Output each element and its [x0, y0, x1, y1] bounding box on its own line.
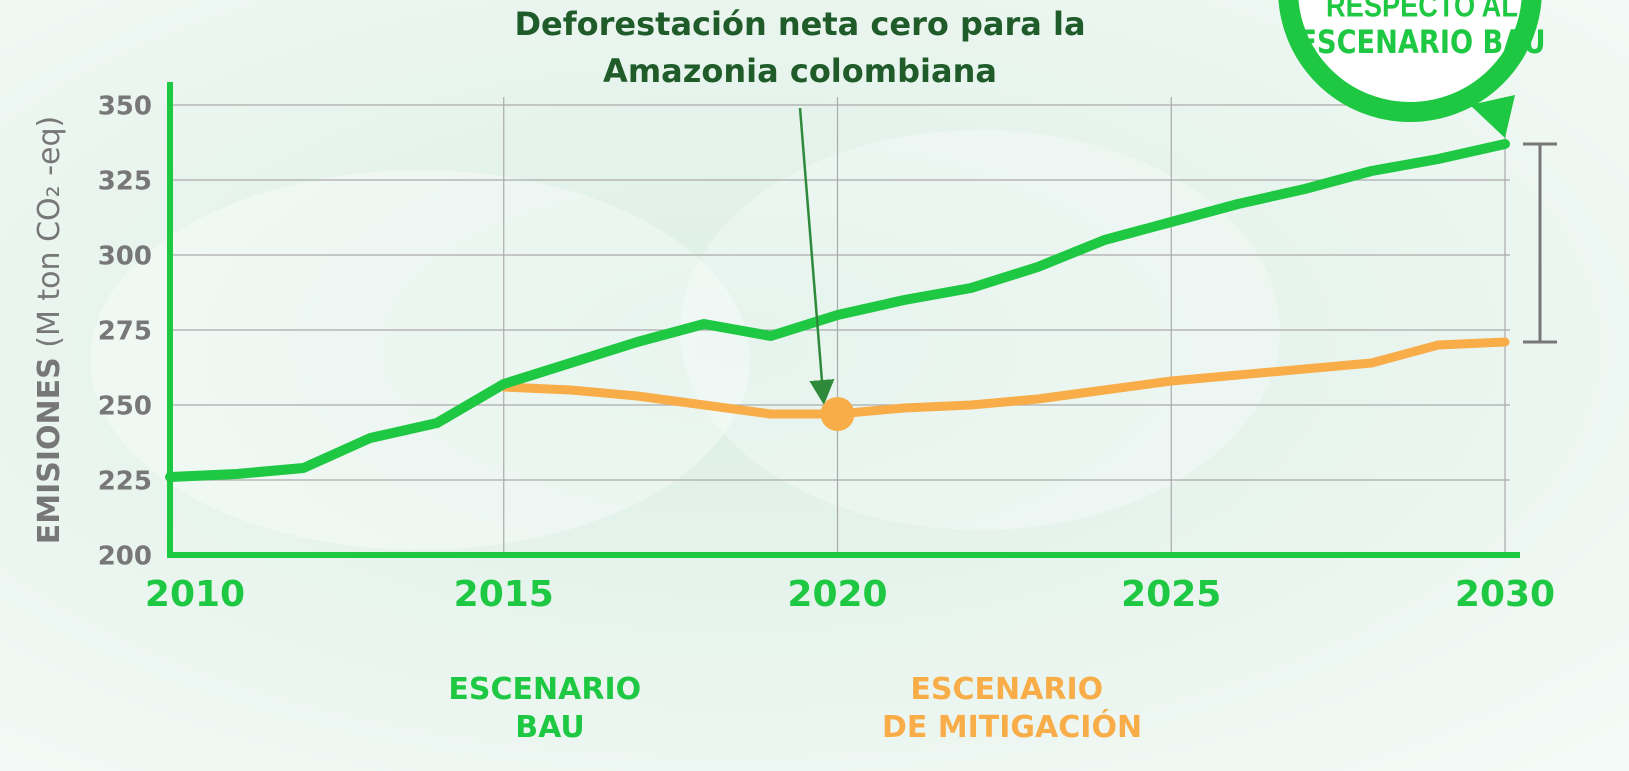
legend-line: ESCENARIO [448, 672, 651, 707]
x-tick-label: 2030 [1455, 574, 1555, 615]
annotation-text: Amazonia colombiana [603, 52, 997, 90]
badge [1278, 0, 1542, 122]
legend-line: DE MITIGACIÓN [882, 708, 1142, 745]
y-tick-label: 275 [98, 317, 152, 347]
legend-line: BAU [515, 710, 585, 745]
badge-tail [1470, 95, 1515, 138]
y-label-unit: (M ton CO₂ -eq) [32, 116, 67, 348]
x-tick-label: 2010 [145, 574, 245, 615]
badge-text: ESCENARIO BAU [1298, 24, 1545, 62]
y-label-bold: EMISIONES [32, 357, 67, 544]
x-tick-label: 2020 [787, 574, 887, 615]
gap-bracket [1523, 142, 1557, 344]
legend-label: ESCENARIO BAU [448, 672, 651, 745]
y-label-space [32, 348, 67, 358]
x-tick-label: 2025 [1121, 574, 1221, 615]
y-tick-label: 250 [98, 392, 152, 422]
y-tick-label: 325 [98, 167, 152, 197]
annotation-point [820, 397, 855, 431]
annotation-arrow [798, 107, 835, 405]
series-line [499, 337, 1510, 419]
series-line [165, 139, 1510, 482]
background-shape [90, 170, 750, 550]
y-tick-label: 200 [98, 542, 152, 572]
legend-line: ESCENARIO [910, 672, 1113, 707]
y-tick-label: 350 [98, 92, 152, 122]
annotation-text: Deforestación neta cero para la [514, 5, 1085, 43]
y-tick-label: 300 [98, 242, 152, 272]
legend-label: ESCENARIO DE MITIGACIÓN [882, 672, 1142, 745]
badge-text: RESPECTO AL [1326, 0, 1518, 24]
y-axis-label: EMISIONES (M ton CO₂ -eq) [32, 116, 67, 545]
y-tick-label: 225 [98, 467, 152, 497]
x-tick-label: 2015 [454, 574, 554, 615]
